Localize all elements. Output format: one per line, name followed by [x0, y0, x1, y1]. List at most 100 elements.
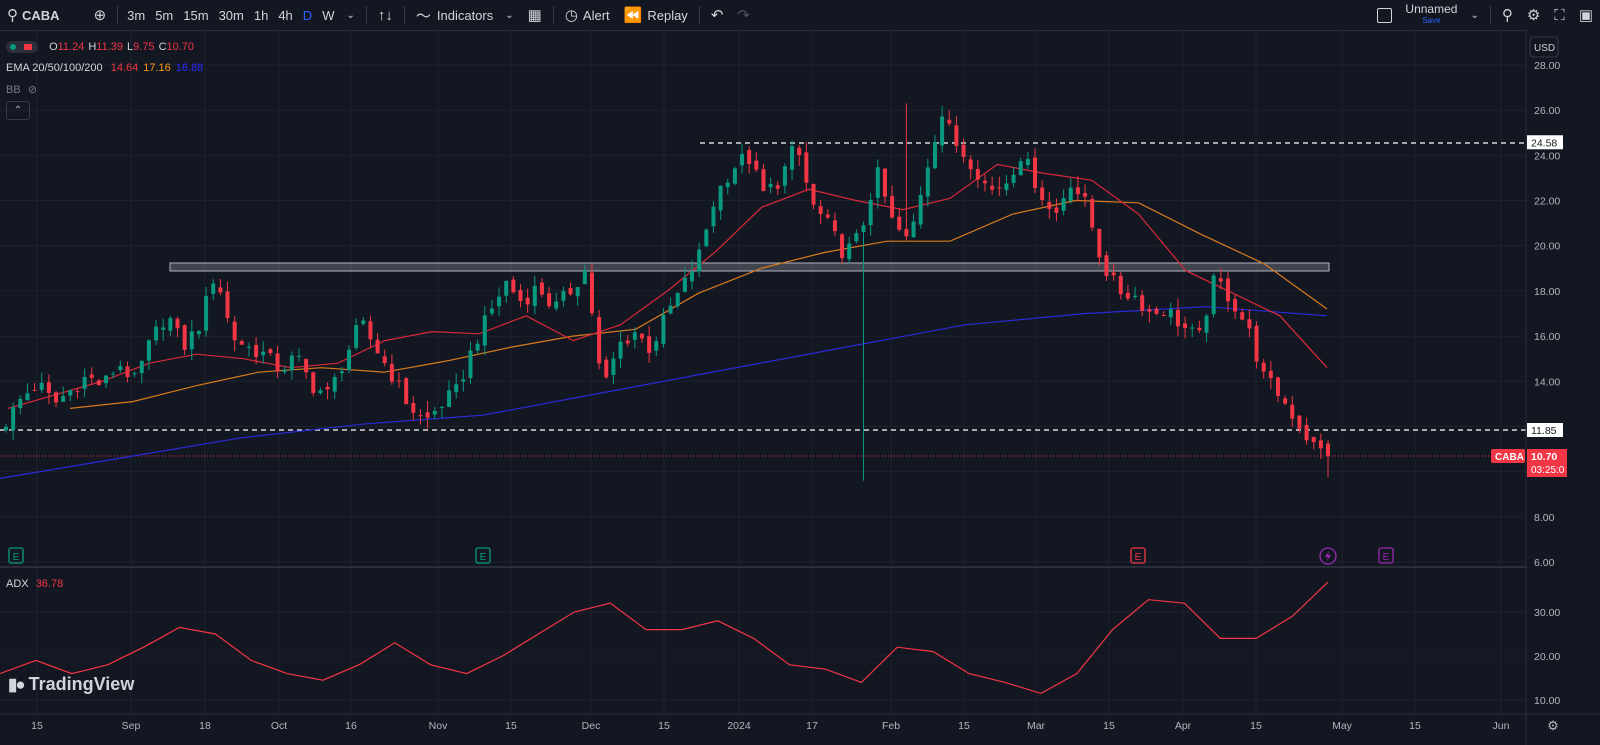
adx-legend[interactable]: ADX 36.78: [6, 578, 63, 590]
candle-body: [775, 185, 780, 189]
quick-search-button[interactable]: ⚲: [1495, 0, 1520, 30]
earnings-event-icon[interactable]: E: [1130, 547, 1146, 564]
symbol-legend: O11.24 H11.39 L9.75 C10.70: [6, 41, 198, 54]
support-zone[interactable]: [169, 262, 1330, 272]
candle-body: [804, 152, 809, 183]
earnings-event-icon[interactable]: E: [8, 547, 24, 564]
eye-hidden-icon[interactable]: ⊘: [27, 84, 37, 96]
candle-body: [904, 229, 909, 237]
quick-search-icon: ⚲: [1501, 7, 1513, 24]
candle-body: [1025, 158, 1030, 165]
candle-body: [625, 340, 630, 344]
candle-body: [1054, 207, 1059, 213]
time-tick-label: 17: [806, 720, 818, 732]
interval-dropdown[interactable]: ⌄: [339, 0, 361, 30]
candle-body: [1075, 187, 1080, 195]
candle-body: [954, 125, 959, 147]
candle-body: [246, 346, 251, 348]
candle-body: [1133, 295, 1138, 298]
layout-dropdown[interactable]: ⌄: [1463, 0, 1485, 30]
ema20-line: [7, 163, 1328, 409]
candle-body: [618, 341, 623, 359]
price-axis[interactable]: USD 28.00 26.00 24.00 22.00 20.00 18.00 16.00 14…: [1491, 30, 1600, 745]
time-tick-label: 15: [658, 720, 670, 732]
candle-body: [682, 277, 687, 292]
candle-body: [354, 325, 359, 348]
plus-circle-icon: ⊕: [93, 7, 107, 24]
replay-button[interactable]: ⏪ Replay: [617, 0, 695, 30]
symbol-search[interactable]: ⚲ CABA: [0, 0, 67, 30]
price-tick-label: 8.00: [1534, 512, 1555, 524]
interval-4h[interactable]: 4h: [278, 7, 293, 23]
candle-body: [232, 321, 237, 341]
axis-settings-button[interactable]: ⚙: [1547, 718, 1559, 733]
ema-legend[interactable]: EMA 20/50/100/200 14.64 17.16 16.88: [6, 62, 203, 74]
candle-body: [932, 142, 937, 169]
collapse-legend-button[interactable]: ⌃: [6, 101, 30, 120]
earnings-event-icon[interactable]: E: [475, 547, 491, 564]
interval-W[interactable]: W: [322, 7, 335, 23]
candle-body: [254, 344, 259, 357]
candle-body: [575, 287, 580, 297]
top-toolbar: ⚲ CABA ⊕ 3m 5m 15m 30m 1h 4h D W ⌄ ↑↓ 〜 Indicat…: [0, 0, 1600, 31]
candle-body: [897, 216, 902, 230]
separator: [117, 6, 119, 24]
time-tick-label: 15: [1103, 720, 1115, 732]
time-axis[interactable]: 15 Sep 18 Oct 16 Nov 15 Dec 15 2024 17 Feb 15 Mar 15 Ap…: [0, 713, 1600, 733]
candles-icon: ↑↓: [377, 6, 393, 24]
interval-1h[interactable]: 1h: [253, 7, 269, 23]
currency-button[interactable]: [1529, 36, 1559, 58]
fullscreen-button[interactable]: ⛶: [1547, 0, 1572, 30]
candle-body: [990, 185, 995, 190]
settings-button[interactable]: ⚙: [1520, 0, 1547, 30]
ohlc-c: C10.70: [158, 41, 195, 53]
candle-body: [461, 379, 466, 382]
alert-button[interactable]: ◷ Alert: [558, 0, 617, 30]
layout-name-button[interactable]: Unnamed Save: [1399, 3, 1463, 27]
templates-button[interactable]: ▦: [521, 0, 549, 30]
candle-body: [54, 392, 59, 403]
interval-30m[interactable]: 30m: [218, 7, 244, 23]
event-frame: [8, 547, 24, 564]
snapshot-button[interactable]: ▣: [1572, 0, 1600, 30]
interval-3m[interactable]: 3m: [127, 7, 146, 23]
interval-D[interactable]: D: [302, 7, 313, 23]
alarm-icon: ◷: [564, 7, 578, 24]
interval-15m[interactable]: 15m: [183, 7, 209, 23]
candle-body: [1111, 272, 1116, 276]
time-tick-label: 2024: [727, 720, 751, 732]
candle-body: [182, 325, 187, 350]
compare-button[interactable]: ⊕: [87, 0, 114, 30]
interval-5m[interactable]: 5m: [155, 7, 174, 23]
candle-body: [518, 289, 523, 302]
chart-canvas[interactable]: E E E E USD 28.00 26.00 24.00 22.00 20.00 18.00 16…: [0, 30, 1600, 745]
event-frame: [1130, 547, 1146, 564]
candle-body: [732, 168, 737, 184]
indicators-button[interactable]: 〜 Indicators ⌄: [409, 0, 521, 30]
adx-tick-label: 20.00: [1534, 651, 1560, 663]
dividend-event-icon[interactable]: [1319, 547, 1337, 565]
undo-button[interactable]: ↶: [704, 0, 731, 30]
lightning-icon: [1325, 551, 1331, 561]
candle-body: [1268, 370, 1273, 379]
earnings-event-icon[interactable]: E: [1378, 547, 1394, 564]
bb-legend[interactable]: BB ⊘: [6, 83, 37, 96]
time-tick-label: 15: [505, 720, 517, 732]
tradingview-watermark[interactable]: ▮● TradingView: [8, 674, 134, 695]
ema50-line: [69, 199, 1328, 409]
candle-body: [704, 229, 709, 247]
candle-body: [1283, 398, 1288, 404]
candle-body: [589, 272, 594, 314]
candle-body: [475, 343, 480, 351]
candle-body: [111, 373, 116, 375]
candle-body: [525, 297, 530, 305]
redo-button[interactable]: ↷: [730, 0, 757, 30]
legend-status-toggle[interactable]: [6, 41, 38, 54]
candle-body: [747, 150, 752, 164]
layout-checkbox[interactable]: [1370, 0, 1399, 30]
chart-type-button[interactable]: ↑↓: [371, 0, 400, 30]
grid-icon: ▦: [527, 7, 542, 24]
time-tick-label: Apr: [1175, 720, 1192, 732]
candle-body: [1190, 327, 1195, 329]
candle-body: [389, 364, 394, 382]
